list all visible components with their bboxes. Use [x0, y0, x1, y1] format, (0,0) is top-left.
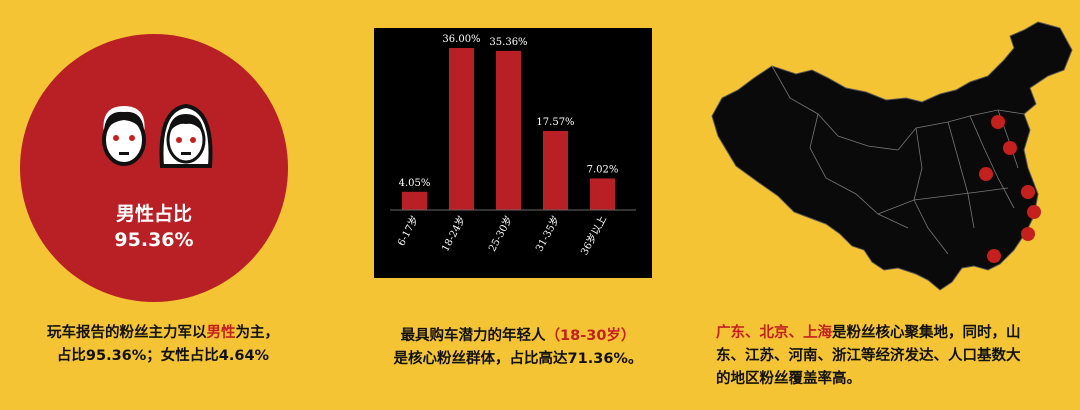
region-caption-line1: 是粉丝核心聚集地，同时，山: [832, 325, 1021, 341]
category-label-4: 36岁以上: [578, 213, 610, 257]
china-map-shape: [711, 21, 1073, 291]
male-share-label: 男性占比: [115, 203, 192, 225]
region-caption: 广东、北京、上海是粉丝核心聚集地，同时，山 东、江苏、河南、浙江等经济发达、人口…: [716, 322, 1072, 391]
region-caption-line2: 东、江苏、河南、浙江等经济发达、人口基数大: [716, 348, 1021, 364]
age-caption-highlight: （18-30岁）: [545, 328, 636, 344]
category-label-3: 31-35岁: [532, 213, 562, 253]
age-caption-pre: 最具购车潜力的年轻人: [400, 328, 546, 344]
marker-beijing: [991, 115, 1005, 129]
age-caption: 最具购车潜力的年轻人（18-30岁） 是核心粉丝群体，占比高达71.36%。: [358, 325, 678, 371]
data-label-1: 36.00%: [442, 34, 480, 45]
gender-caption: 玩车报告的粉丝主力军以男性为主， 占比95.36%；女性占比4.64%: [28, 322, 298, 368]
female-face-icon: [159, 103, 213, 168]
gender-caption-post: 为主，: [235, 325, 280, 341]
age-chart: 4.05% 6-17岁 36.00% 18-24岁 35.36% 25-30岁 17.57%…: [374, 28, 652, 278]
data-label-4: 7.02%: [587, 164, 619, 175]
age-bar-chart: 4.05% 6-17岁 36.00% 18-24岁 35.36% 25-30岁 17.57%…: [390, 34, 636, 257]
category-label-1: 18-24岁: [438, 213, 468, 253]
bar-0: [402, 191, 427, 210]
category-label-2: 25-30岁: [485, 213, 515, 253]
bar-1: [449, 48, 474, 210]
gender-caption-highlight: 男性: [206, 325, 236, 341]
province-borders: [771, 65, 1025, 255]
gender-circle: 男性占比 95.36%: [20, 34, 288, 302]
age-caption-line2: 是核心粉丝群体，占比高达71.36%。: [393, 351, 643, 367]
gender-caption-line2: 占比95.36%；女性占比4.64%: [56, 348, 270, 364]
bar-4: [590, 178, 615, 210]
bar-3: [543, 130, 568, 210]
hotspot-markers: [979, 115, 1041, 263]
marker-guangdong: [987, 249, 1001, 263]
region-caption-highlight: 广东、北京、上海: [716, 325, 832, 341]
china-map: [711, 21, 1073, 291]
gender-caption-pre: 玩车报告的粉丝主力军以: [47, 325, 207, 341]
region-caption-line3: 的地区粉丝覆盖率高。: [716, 371, 861, 387]
category-label-0: 6-17岁: [394, 213, 421, 248]
data-label-2: 35.36%: [489, 37, 527, 48]
marker-tianjin: [1003, 141, 1017, 155]
marker-henan: [1021, 185, 1035, 199]
data-label-0: 4.05%: [399, 178, 431, 189]
marker-shandong: [979, 167, 993, 181]
marker-shanghai: [1021, 227, 1035, 241]
male-face-icon: [102, 106, 146, 166]
bar-2: [496, 50, 521, 210]
data-label-3: 17.57%: [536, 117, 574, 128]
marker-jiangsu: [1027, 205, 1041, 219]
male-share-value: 95.36%: [114, 229, 194, 251]
